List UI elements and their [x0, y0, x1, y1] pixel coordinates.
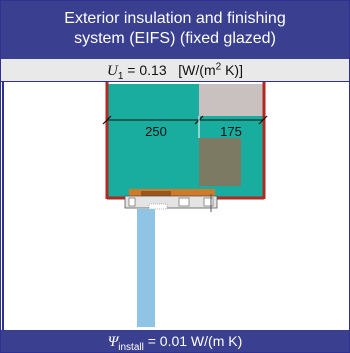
psi-subscript: install [118, 341, 144, 353]
psi-install-line: Ψinstall = 0.01 W/(m K) [1, 330, 349, 352]
u-subscript: 1 [117, 70, 124, 82]
u-equals-value: = 0.13 [123, 62, 167, 78]
header-line-1: Exterior insulation and finishing [64, 10, 286, 27]
header-line-2: system (EIFS) (fixed glazed) [74, 30, 276, 47]
u-unit-exponent: 2 [215, 61, 222, 73]
eifs-section-drawing: 250 175 [2, 82, 268, 330]
sheathing-block [199, 84, 263, 116]
dimension-tick-right [258, 115, 268, 125]
dimension-label-right: 175 [220, 124, 242, 139]
dimension-tick-left [102, 115, 112, 125]
glazing-spacer [148, 203, 168, 210]
frame-sill-core [141, 191, 171, 196]
frame-chamber-mid [178, 197, 190, 207]
frame-chamber-left [128, 197, 136, 207]
frame-profile [124, 195, 218, 209]
psi-symbol: Ψ [107, 334, 119, 350]
panel-header: Exterior insulation and finishing system… [1, 1, 349, 59]
dimension-label-left: 250 [145, 124, 167, 139]
frame-sill-orange [129, 189, 215, 198]
u-unit-suffix: K)] [221, 62, 243, 78]
insulation-strip [241, 182, 263, 199]
u-unit-prefix: [W/(m [178, 62, 216, 78]
glazing-unit [137, 209, 155, 327]
wall-core-block [199, 138, 241, 186]
psi-value: = 0.01 W/(m K) [143, 333, 243, 349]
u-symbol: U [107, 63, 118, 79]
u-value-line: U1 = 0.13 [W/(m2 K)] [1, 59, 349, 82]
frame-chamber-right [203, 197, 214, 207]
